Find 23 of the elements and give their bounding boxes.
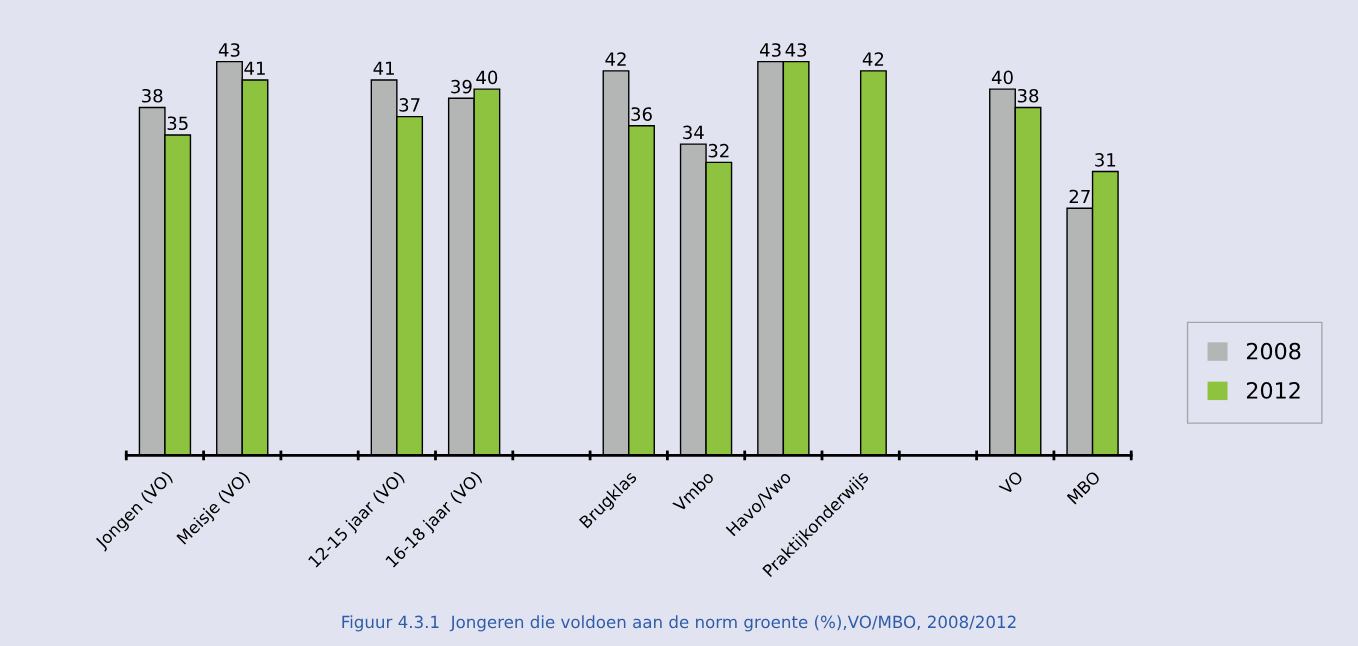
data-label: 41: [373, 61, 394, 75]
data-label: 37: [399, 98, 420, 112]
data-label: 41: [244, 61, 265, 75]
data-label: 39: [451, 79, 472, 94]
data-label: 43: [760, 43, 781, 57]
data-label: 31: [1095, 153, 1116, 167]
data-label: 42: [605, 52, 626, 66]
data-label: 27: [1069, 189, 1090, 204]
data-label: 40: [476, 70, 498, 85]
data-label: 34: [683, 125, 704, 140]
data-label: 36: [631, 107, 652, 121]
data-label: 43: [785, 43, 807, 57]
data-label: 42: [862, 52, 884, 66]
legend-label: 2008: [1246, 342, 1301, 360]
data-label: 35: [167, 116, 188, 131]
data-label: 32: [708, 143, 729, 158]
legend-label: 2012: [1246, 382, 1300, 399]
data-label: 40: [991, 70, 1013, 85]
data-label: 43: [218, 43, 240, 57]
text: Figuur 4.3.1 Jongeren die voldoen aan de norm groente (%),VO/MBO, 2008/2012: [342, 615, 1016, 632]
x-tick-label: VO: [998, 470, 1024, 496]
data-label: 38: [1017, 88, 1039, 103]
data-label: 38: [142, 88, 163, 103]
